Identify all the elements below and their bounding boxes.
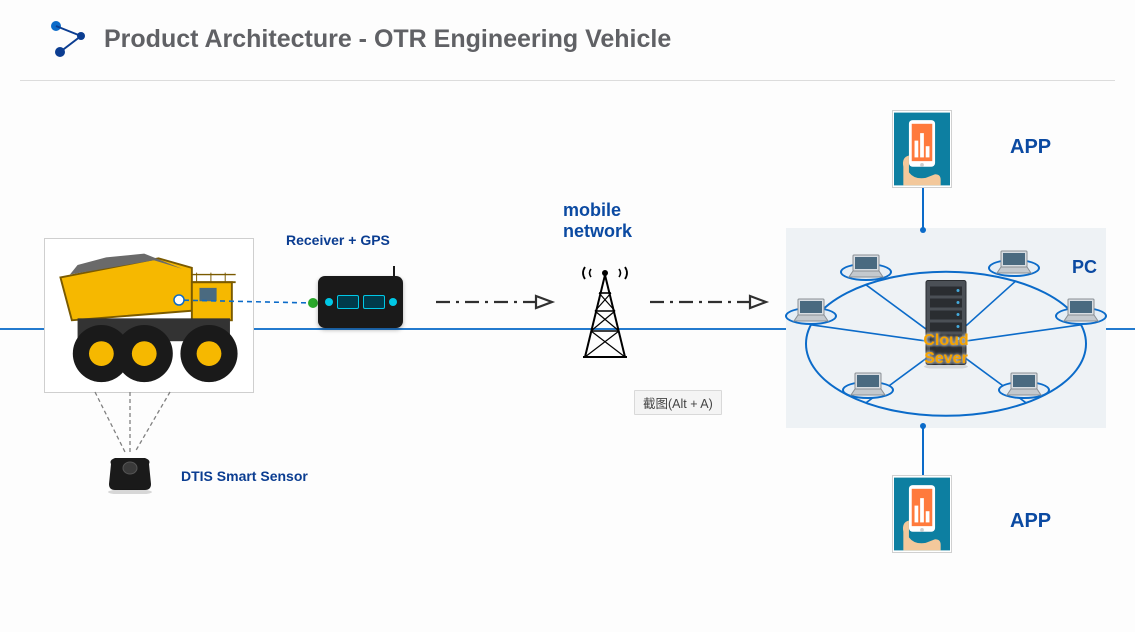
node-app-bot	[892, 475, 952, 553]
node-app-top	[892, 110, 952, 188]
diagram-stage: Receiver + GPS DTIS Smart Sensor	[0, 80, 1135, 632]
screenshot-tooltip: 截图(Alt + A)	[634, 390, 722, 415]
sensor-icon	[105, 450, 155, 494]
edge-cloud-app-bot	[920, 426, 926, 476]
label-cloud-server: Cloud Sever	[923, 332, 968, 368]
phone-in-hand-icon	[894, 477, 950, 551]
laptop-icon	[792, 297, 830, 323]
laptop-icon	[1005, 371, 1043, 397]
laptop-icon	[995, 249, 1033, 275]
phone-in-hand-icon	[894, 112, 950, 186]
laptop-icon	[1062, 297, 1100, 323]
receiver-screen-icon	[363, 295, 385, 309]
edge-receiver-tower	[436, 292, 554, 312]
node-cloud-server: Cloud Sever	[786, 228, 1106, 428]
header: Product Architecture - OTR Engineering V…	[48, 18, 1135, 60]
share-network-icon	[48, 18, 90, 60]
node-truck	[44, 238, 254, 393]
node-sensor	[105, 450, 155, 494]
receiver-screen-icon	[337, 295, 359, 309]
label-app-top: APP	[1010, 136, 1051, 159]
receiver-led-icon	[325, 298, 333, 306]
mining-truck-icon	[49, 243, 249, 388]
laptop-icon	[849, 371, 887, 397]
label-sensor: DTIS Smart Sensor	[181, 468, 308, 484]
label-app-bot: APP	[1010, 510, 1051, 533]
label-mobile-network: mobile network	[563, 200, 632, 241]
edge-cloud-app-top	[920, 186, 926, 230]
receiver-led-icon	[389, 298, 397, 306]
page-title: Product Architecture - OTR Engineering V…	[104, 25, 671, 54]
node-receiver	[318, 276, 403, 328]
cell-tower-icon	[575, 261, 635, 361]
label-receiver: Receiver + GPS	[286, 232, 390, 248]
node-tower	[575, 261, 635, 361]
laptop-icon	[847, 253, 885, 279]
edge-tower-cloud	[650, 292, 768, 312]
